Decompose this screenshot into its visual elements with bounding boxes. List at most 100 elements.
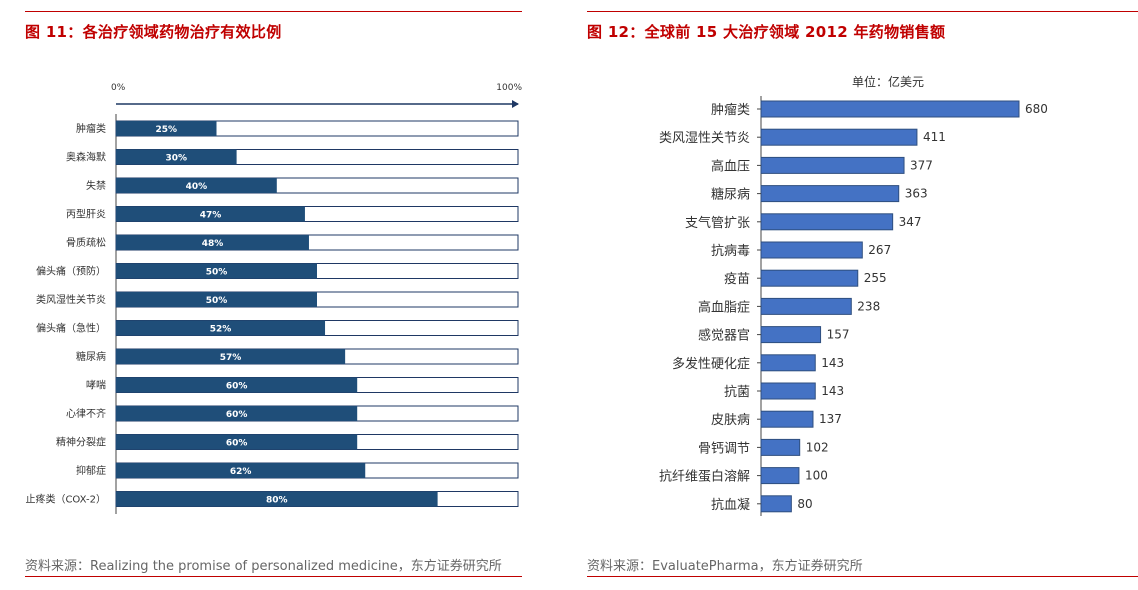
right-bar-value-label: 255	[864, 271, 887, 285]
right-bar-value-label: 267	[868, 243, 891, 257]
left-category-label: 抑郁症	[76, 464, 106, 477]
left-category-label: 失禁	[86, 179, 106, 192]
left-bar-value-label: 80%	[266, 496, 288, 506]
left-category-label: 偏头痛（预防）	[36, 265, 106, 278]
right-category-label: 肿瘤类	[711, 102, 750, 118]
left-category-label: 骨质疏松	[66, 236, 106, 249]
right-bar-value-label: 411	[923, 130, 946, 144]
right-unit-subtitle: 单位：亿美元	[852, 74, 924, 89]
left-category-label: 心律不齐	[66, 407, 106, 420]
right-bar-value-label: 363	[905, 187, 928, 201]
left-bar	[116, 320, 326, 336]
left-bar	[116, 235, 309, 250]
left-top-rule	[25, 11, 522, 12]
right-category-label: 抗病毒	[711, 244, 750, 259]
left-bar-value-label: 57%	[220, 353, 242, 363]
right-bar-value-label: 238	[857, 299, 880, 313]
right-category-label: 高血压	[711, 158, 750, 174]
left-bar	[116, 149, 237, 165]
right-bar-value-label: 377	[910, 158, 933, 172]
left-bar	[116, 121, 217, 136]
right-category-label: 骨钙调节	[698, 441, 750, 456]
right-bar	[760, 156, 905, 174]
left-bar-value-label: 50%	[206, 268, 228, 278]
right-bar-value-label: 143	[821, 356, 844, 370]
right-bar	[760, 213, 894, 231]
right-bar	[760, 354, 816, 372]
right-category-label: 高血脂症	[698, 299, 750, 315]
right-category-label: 支气管扩张	[685, 215, 750, 231]
right-bar-value-label: 137	[819, 412, 842, 426]
right-category-label: 抗菌	[724, 385, 750, 400]
right-bar-chart: 单位：亿美元 680 肿瘤类 411 类风湿性关节炎 377 高血压 363 糖尿病 347 支气管…	[659, 74, 1048, 516]
left-bar	[116, 463, 366, 478]
right-bar-value-label: 157	[827, 328, 850, 342]
right-bar	[760, 128, 918, 146]
left-category-label: 哮喘	[86, 379, 106, 392]
left-bar	[116, 377, 358, 393]
right-category-label: 糖尿病	[711, 187, 750, 203]
right-bar-value-label: 102	[806, 440, 829, 454]
right-bar-value-label: 80	[797, 497, 812, 511]
left-bar-value-label: 50%	[206, 296, 228, 306]
right-category-label: 抗血凝	[711, 497, 750, 513]
left-bar	[116, 349, 346, 364]
right-bar	[760, 241, 863, 259]
right-bar	[760, 326, 822, 344]
right-category-label: 多发性硬化症	[672, 356, 750, 372]
left-bar	[116, 292, 317, 307]
right-top-rule	[587, 11, 1138, 12]
left-bar-value-label: 62%	[230, 467, 252, 477]
left-bar-value-label: 48%	[202, 239, 224, 249]
left-figure-title: 图 11：各治疗领域药物治疗有效比例	[25, 23, 282, 41]
left-bar-value-label: 60%	[226, 439, 248, 449]
left-bar-value-label: 25%	[155, 125, 177, 135]
right-category-label: 疫苗	[724, 271, 750, 287]
left-bar	[116, 406, 358, 421]
right-bar	[760, 410, 814, 428]
right-bar	[760, 382, 816, 400]
right-bar	[760, 495, 792, 513]
right-bar	[760, 185, 900, 203]
left-source-note: 资料来源：Realizing the promise of personaliz…	[25, 559, 502, 574]
left-bar	[116, 178, 277, 193]
left-bar-value-label: 52%	[210, 325, 232, 335]
right-category-label: 皮肤病	[711, 413, 750, 428]
right-category-label: 类风湿性关节炎	[659, 131, 750, 146]
left-axis-arrow-head	[512, 100, 519, 108]
left-bar	[116, 206, 305, 222]
left-bar-value-label: 60%	[226, 410, 248, 420]
left-category-label: 偏头痛（急性）	[36, 322, 106, 335]
left-bar-value-label: 60%	[226, 382, 248, 392]
left-category-label: 糖尿病	[76, 350, 106, 363]
left-category-label: 止疼类（COX-2）	[25, 493, 106, 506]
right-bar-value-label: 143	[821, 384, 844, 398]
right-bar	[760, 467, 800, 485]
left-axis-min-label: 0%	[111, 83, 126, 93]
right-bar	[760, 438, 801, 456]
right-bar	[760, 269, 859, 287]
left-figure-panel: 图 11：各治疗领域药物治疗有效比例 0% 100% 25% 肿瘤类 30% 奥森海默 40…	[0, 0, 560, 590]
right-bar-value-label: 347	[899, 215, 922, 229]
right-category-label: 抗纤维蛋白溶解	[659, 469, 750, 485]
left-category-label: 丙型肝炎	[66, 208, 106, 221]
left-bar-value-label: 40%	[186, 182, 208, 192]
right-source-note: 资料来源：EvaluatePharma，东方证券研究所	[587, 559, 863, 574]
left-bar-value-label: 30%	[166, 154, 188, 164]
right-bar	[760, 100, 1020, 118]
right-figure-title: 图 12：全球前 15 大治疗领域 2012 年药物销售额	[587, 23, 946, 41]
right-category-label: 感觉器官	[698, 328, 750, 344]
left-category-label: 肿瘤类	[76, 122, 106, 135]
left-category-label: 精神分裂症	[56, 436, 106, 449]
right-figure-panel: 图 12：全球前 15 大治疗领域 2012 年药物销售额 单位：亿美元 680 肿…	[565, 0, 1138, 590]
left-bar-chart: 0% 100% 25% 肿瘤类 30% 奥森海默 40% 失禁 47% 丙型肝炎 48% 骨质疏松 50…	[25, 83, 522, 514]
right-bar-value-label: 680	[1025, 102, 1048, 116]
right-bottom-rule	[587, 576, 1138, 577]
left-bar	[116, 491, 438, 507]
right-bar-value-label: 100	[805, 469, 828, 483]
left-bottom-rule	[25, 576, 522, 577]
left-bar-value-label: 47%	[200, 211, 222, 221]
left-bar	[116, 263, 317, 279]
left-category-label: 类风湿性关节炎	[36, 293, 106, 306]
left-category-label: 奥森海默	[66, 151, 106, 164]
